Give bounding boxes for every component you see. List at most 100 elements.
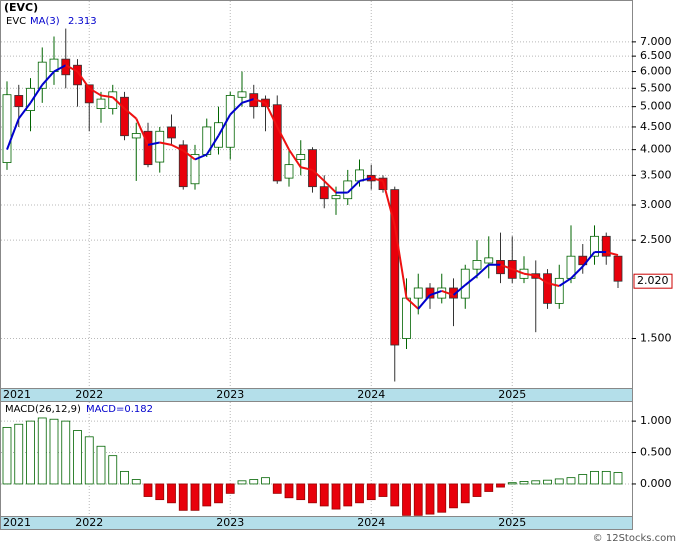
macd-bar bbox=[449, 483, 458, 509]
macd-bar bbox=[531, 480, 541, 485]
candle-body bbox=[613, 255, 623, 282]
macd-bar bbox=[214, 483, 223, 504]
macd-bar bbox=[366, 483, 376, 501]
ma-line bbox=[264, 102, 279, 128]
ma-line bbox=[88, 87, 102, 97]
y-tick-label: 5.500 bbox=[640, 81, 672, 94]
ma-line bbox=[382, 180, 396, 226]
legend-ma-value: 2.313 bbox=[68, 16, 97, 27]
ma-line bbox=[229, 102, 243, 116]
ma-line bbox=[253, 98, 266, 104]
ma-line bbox=[441, 290, 454, 296]
macd-bar bbox=[390, 483, 400, 507]
y-tick-label: 2.500 bbox=[640, 233, 672, 246]
ma-line bbox=[123, 107, 137, 120]
candle-body bbox=[37, 61, 47, 89]
x-tick-label: 2024 bbox=[357, 388, 385, 401]
y-tick-label: 5.000 bbox=[640, 100, 672, 113]
macd-bar bbox=[284, 483, 294, 499]
candle-body bbox=[120, 96, 129, 137]
ma-line bbox=[323, 180, 337, 194]
ma-line bbox=[276, 126, 290, 151]
macd-bar bbox=[84, 436, 94, 485]
macd-bar bbox=[155, 483, 165, 501]
macd-bar bbox=[37, 417, 47, 485]
ma-line bbox=[347, 180, 361, 194]
ma-line bbox=[547, 282, 560, 287]
candle-body bbox=[331, 195, 341, 200]
y-tick-label: 6.500 bbox=[640, 49, 672, 62]
candle-body bbox=[96, 98, 106, 109]
y-tick-label: 1.500 bbox=[640, 332, 672, 345]
macd-bar bbox=[543, 479, 552, 485]
ma-line bbox=[17, 102, 32, 120]
candle-body bbox=[237, 91, 247, 98]
y-tick-label: 3.000 bbox=[640, 198, 672, 211]
ma-line bbox=[53, 64, 67, 73]
macd-bar bbox=[413, 483, 423, 516]
ma-line bbox=[300, 166, 313, 171]
ma-line bbox=[359, 177, 372, 182]
copyright: © 12Stocks.com bbox=[593, 533, 676, 544]
macd-bar bbox=[472, 483, 482, 497]
y-tick-label: 7.000 bbox=[640, 35, 672, 48]
ma-line bbox=[523, 272, 536, 277]
candle-body bbox=[190, 154, 200, 185]
ma-line bbox=[311, 169, 325, 182]
macd-bar bbox=[331, 483, 341, 510]
ma-line bbox=[464, 274, 478, 286]
ma-line bbox=[241, 98, 255, 104]
candle-body bbox=[155, 130, 165, 163]
macd-bar bbox=[249, 479, 259, 485]
macd-bar bbox=[49, 418, 59, 485]
chart-title: (EVC) bbox=[4, 1, 38, 14]
ma-line bbox=[511, 268, 525, 275]
ma-line bbox=[100, 94, 113, 99]
macd-bar bbox=[378, 483, 388, 497]
candle-body bbox=[308, 149, 317, 188]
y-tick-label: 0.000 bbox=[640, 477, 672, 490]
ma-line bbox=[217, 114, 232, 137]
candle-body bbox=[390, 189, 400, 346]
macd-bar bbox=[460, 483, 470, 504]
y-tick-label: 6.000 bbox=[640, 65, 672, 78]
ma-line bbox=[76, 70, 91, 89]
macd-bar bbox=[202, 483, 212, 507]
candle-body bbox=[272, 104, 282, 182]
ma-line bbox=[476, 264, 490, 277]
macd-bar bbox=[613, 472, 623, 485]
x-tick-label: 2022 bbox=[75, 388, 103, 401]
macd-bar bbox=[590, 470, 599, 485]
macd-bar bbox=[519, 481, 529, 485]
ma-line bbox=[393, 225, 408, 299]
x-tick-label: 2022 bbox=[75, 516, 103, 529]
macd-bar bbox=[73, 430, 82, 485]
y-tick-label: 4.000 bbox=[640, 143, 672, 156]
y-tick-label: 4.500 bbox=[640, 120, 672, 133]
macd-bar bbox=[167, 483, 176, 504]
candle-body bbox=[167, 126, 176, 139]
macd-bar bbox=[108, 455, 118, 485]
ma-line bbox=[429, 290, 443, 296]
candle-body bbox=[73, 64, 82, 86]
ma-line bbox=[182, 149, 196, 161]
candle-body bbox=[143, 130, 153, 166]
x-tick-label: 2021 bbox=[3, 388, 31, 401]
ma-line bbox=[452, 284, 466, 296]
candle-body bbox=[601, 235, 611, 257]
x-tick-label: 2023 bbox=[216, 516, 244, 529]
candle-body bbox=[14, 95, 24, 108]
macd-bar bbox=[507, 482, 517, 485]
ma-line bbox=[6, 118, 20, 150]
y-tick-label: 0.500 bbox=[640, 446, 672, 459]
candle-body bbox=[543, 273, 552, 304]
ma-line bbox=[205, 135, 220, 156]
ma-line bbox=[29, 84, 44, 104]
legend-ma: MA(3) bbox=[30, 16, 60, 27]
macd-bar bbox=[237, 480, 247, 485]
macd-bar bbox=[601, 470, 611, 485]
ma-line bbox=[417, 294, 431, 310]
ma-line bbox=[288, 149, 302, 168]
